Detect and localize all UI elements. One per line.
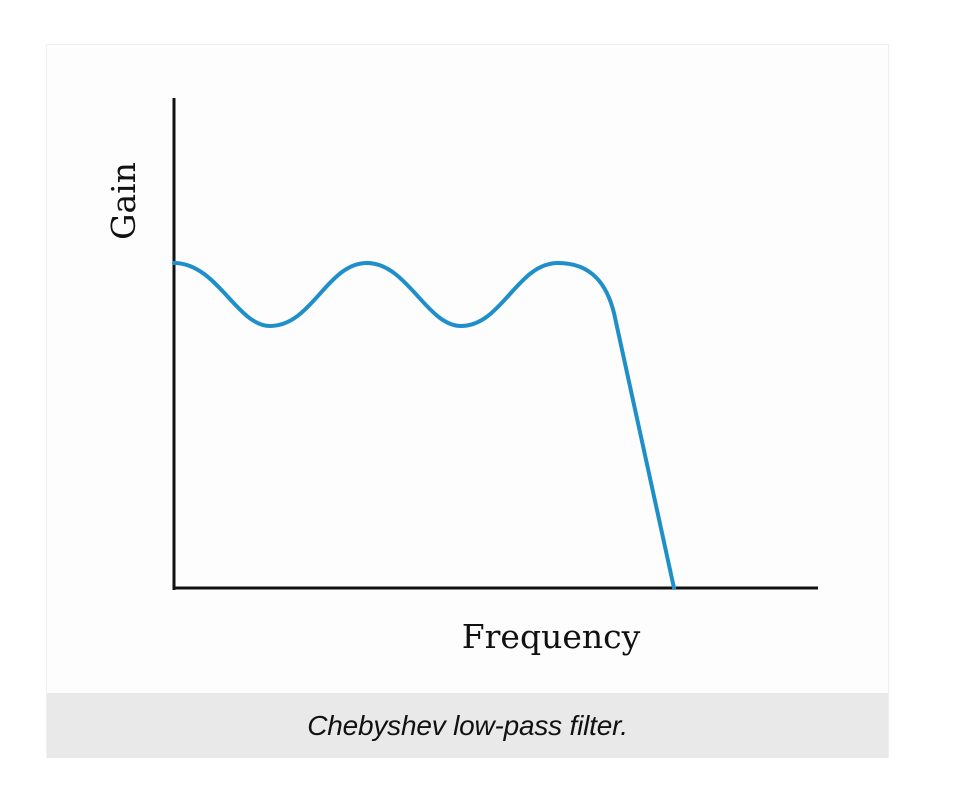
figure-caption: Chebyshev low-pass filter. — [307, 709, 628, 741]
caption-bar: Chebyshev low-pass filter. — [47, 693, 888, 758]
x-axis-label: Frequency — [462, 617, 641, 656]
response-curve — [172, 261, 676, 590]
y-axis-label: Gain — [104, 162, 143, 240]
frequency-response-plot: Gain Frequency — [104, 98, 818, 656]
figure-card: Gain Frequency Chebyshev low-pass filter… — [46, 44, 889, 758]
